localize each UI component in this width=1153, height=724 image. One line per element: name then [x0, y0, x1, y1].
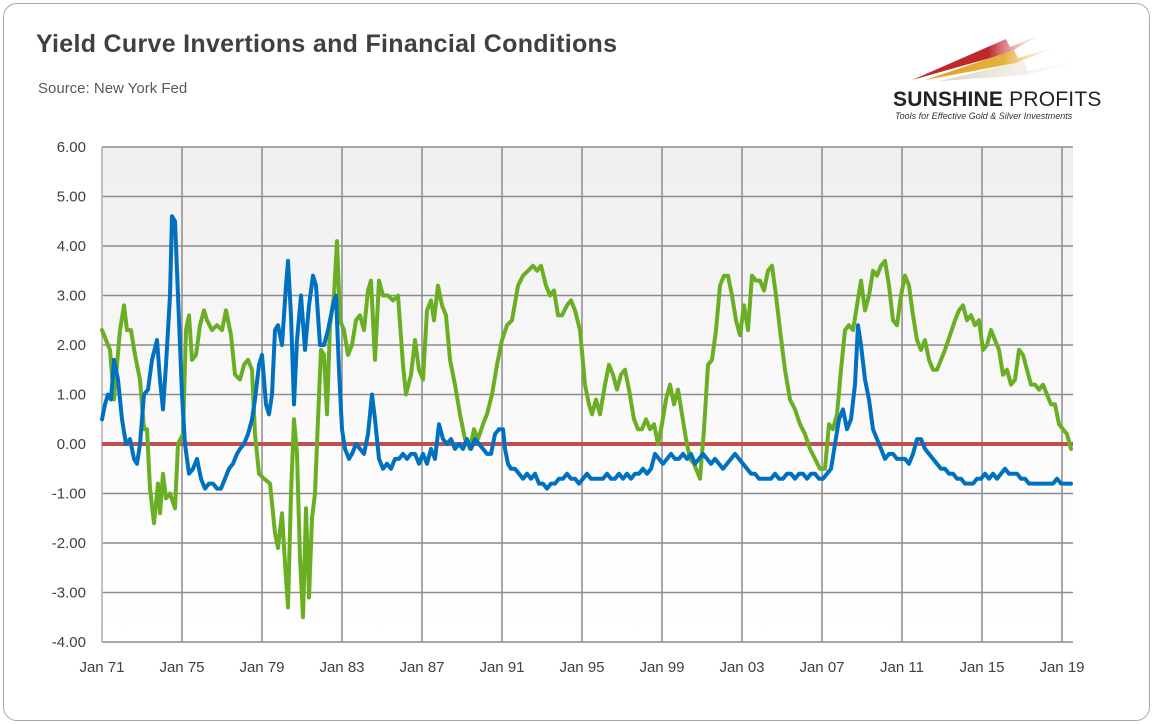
logo-name: SUNSHINE PROFITS	[893, 88, 1102, 111]
x-tick-label: Jan 15	[959, 659, 1004, 676]
logo-tagline: Tools for Effective Gold & Silver Invest…	[895, 111, 1073, 121]
chart-title: Yield Curve Invertions and Financial Con…	[36, 30, 618, 58]
y-tick-label: -4.00	[52, 634, 86, 651]
x-tick-label: Jan 07	[799, 659, 844, 676]
y-tick-label: -2.00	[52, 535, 86, 552]
sunshine-profits-logo: SUNSHINE PROFITS Tools for Effective Gol…	[880, 25, 1130, 125]
x-tick-label: Jan 83	[319, 659, 364, 676]
series-line-1	[100, 239, 1073, 620]
y-tick-label: 4.00	[57, 238, 86, 255]
x-tick-label: Jan 99	[639, 659, 684, 676]
y-tick-label: 6.00	[57, 139, 86, 156]
x-tick-label: Jan 03	[719, 659, 764, 676]
logo-rays-icon	[912, 35, 1080, 81]
y-tick-label: 0.00	[57, 436, 86, 453]
y-tick-label: 5.00	[57, 189, 86, 206]
x-tick-label: Jan 95	[559, 659, 604, 676]
x-tick-label: Jan 19	[1039, 659, 1084, 676]
x-tick-label: Jan 75	[159, 659, 204, 676]
y-tick-label: -1.00	[52, 486, 86, 503]
y-tick-label: 1.00	[57, 387, 86, 404]
x-tick-label: Jan 79	[239, 659, 284, 676]
x-tick-label: Jan 87	[399, 659, 444, 676]
x-tick-label: Jan 91	[479, 659, 524, 676]
chart-source: Source: New York Fed	[38, 80, 188, 97]
series-line-2	[100, 214, 1073, 491]
y-tick-label: 3.00	[57, 288, 86, 305]
y-tick-label: -3.00	[52, 585, 86, 602]
x-tick-label: Jan 71	[79, 659, 124, 676]
x-tick-label: Jan 11	[880, 659, 924, 676]
y-tick-label: 2.00	[57, 337, 86, 354]
